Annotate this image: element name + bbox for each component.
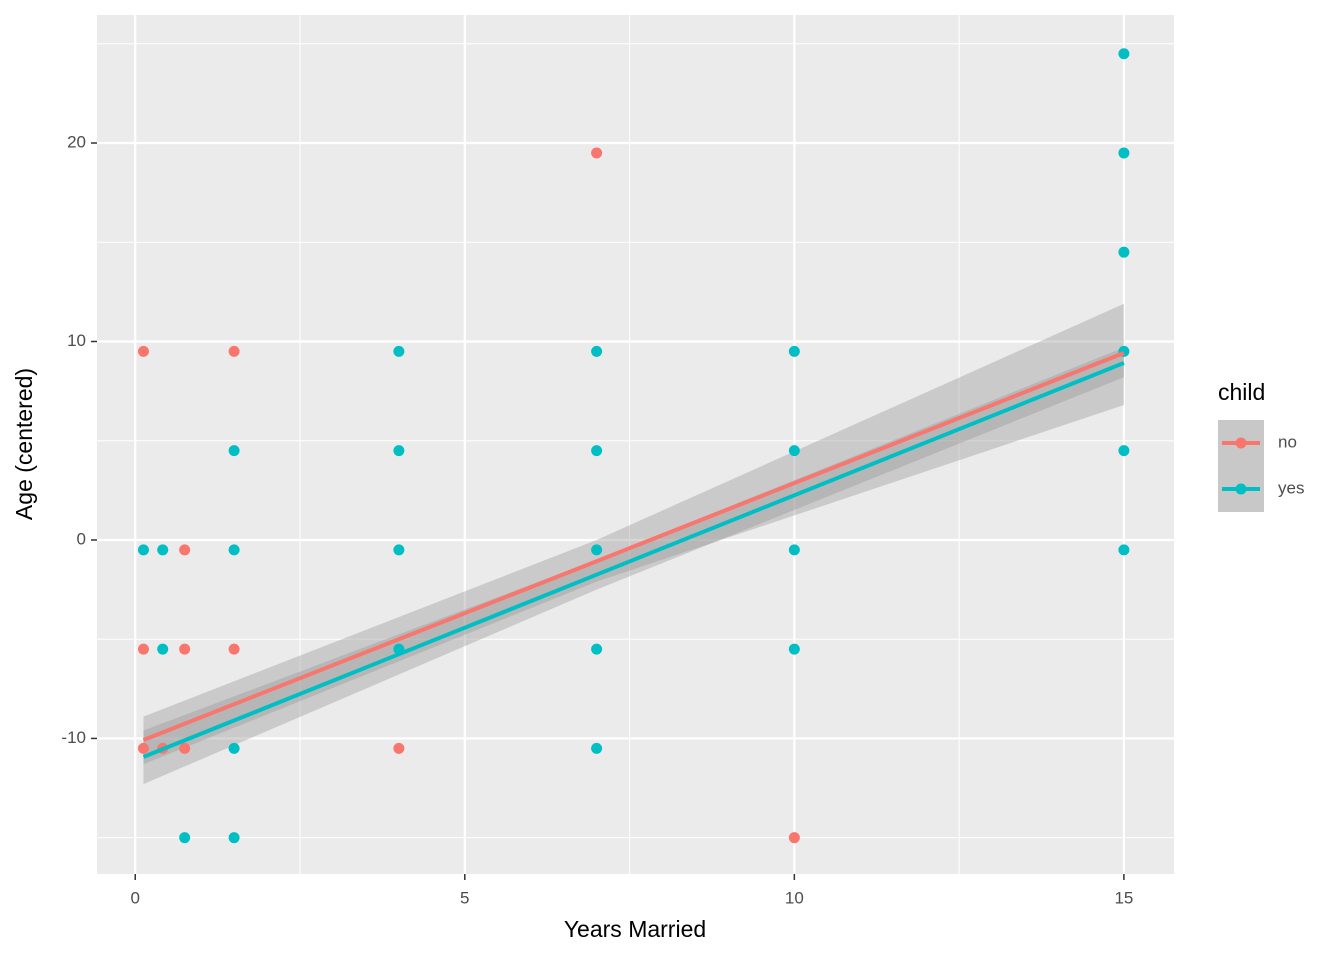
point [179, 742, 191, 754]
y-axis-title: Age (centered) [11, 368, 37, 520]
legend-label: no [1278, 432, 1297, 451]
point [788, 445, 800, 457]
y-tick-label: 20 [67, 133, 86, 152]
x-tick-label: 15 [1114, 888, 1133, 907]
point [228, 345, 240, 357]
legend-point [1235, 437, 1247, 449]
point [1118, 544, 1130, 556]
x-tick-label: 0 [130, 888, 139, 907]
fit-line [142, 361, 1125, 759]
point [591, 643, 603, 655]
point [228, 832, 240, 844]
point [228, 742, 240, 754]
fit-line [142, 351, 1125, 742]
confidence-band [143, 347, 1124, 785]
point [591, 345, 603, 357]
panel [97, 15, 1174, 874]
point [591, 742, 603, 754]
point [157, 544, 169, 556]
x-tick-label: 5 [460, 888, 469, 907]
legend-label: yes [1278, 478, 1304, 497]
point [393, 742, 405, 754]
legend-title: child [1218, 379, 1265, 405]
y-tick-label: -10 [61, 728, 86, 747]
point [788, 544, 800, 556]
point [393, 544, 405, 556]
y-tick-label: 0 [77, 529, 86, 548]
point [788, 832, 800, 844]
y-tick-label: 10 [67, 331, 86, 350]
point [179, 544, 191, 556]
point [393, 445, 405, 457]
point [137, 345, 149, 357]
x-axis-title: Years Married [564, 916, 706, 942]
point [788, 345, 800, 357]
point [1118, 445, 1130, 457]
point [591, 445, 603, 457]
point [179, 643, 191, 655]
point [228, 643, 240, 655]
point [157, 643, 169, 655]
point [788, 643, 800, 655]
confidence-band [143, 303, 1124, 765]
legend-point [1235, 483, 1247, 495]
point [1118, 147, 1130, 159]
point [137, 742, 149, 754]
point [137, 643, 149, 655]
point [591, 544, 603, 556]
point [179, 832, 191, 844]
point [1118, 48, 1130, 60]
point [1118, 246, 1130, 258]
point [591, 147, 603, 159]
point [137, 544, 149, 556]
x-tick-label: 10 [785, 888, 804, 907]
point [393, 345, 405, 357]
point [228, 544, 240, 556]
point [228, 445, 240, 457]
